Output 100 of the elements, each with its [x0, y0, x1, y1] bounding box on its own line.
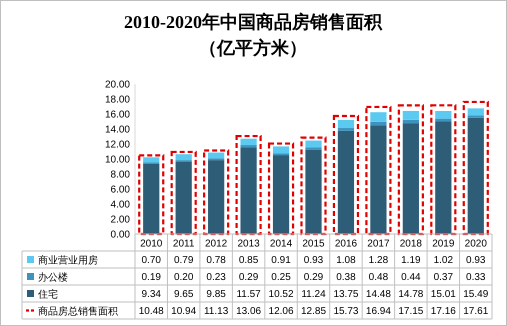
- data-label: 0.29: [304, 272, 324, 283]
- data-label: 0.48: [368, 272, 389, 283]
- data-label: 0.93: [304, 255, 324, 266]
- bar: [402, 120, 419, 124]
- x-tick-label: 2013: [237, 238, 260, 250]
- data-label: 17.61: [463, 306, 489, 317]
- data-label: 0.23: [206, 272, 226, 283]
- data-label: 9.85: [206, 289, 226, 300]
- data-label: 11.13: [204, 306, 229, 317]
- bar: [468, 108, 484, 116]
- x-tick-label: 2017: [367, 238, 390, 250]
- y-tick-label: 20.00: [104, 80, 130, 90]
- data-label: 13.75: [333, 289, 359, 300]
- bar: [235, 134, 262, 236]
- bar: [143, 157, 160, 163]
- bar: [435, 118, 452, 122]
- data-label: 0.37: [434, 272, 454, 283]
- bar: [370, 122, 387, 126]
- bar: [305, 150, 322, 234]
- data-label: 0.70: [141, 255, 162, 266]
- y-tick-label: 10.00: [104, 154, 130, 166]
- data-label: 13.06: [236, 306, 262, 317]
- bar: [430, 104, 456, 236]
- data-label: 0.44: [401, 272, 422, 283]
- bar: [240, 138, 257, 146]
- x-tick-label: 2018: [400, 238, 422, 250]
- bar: [435, 111, 452, 119]
- data-label: 17.15: [398, 306, 424, 317]
- bar: [338, 128, 354, 131]
- x-tick-label: 2015: [302, 238, 326, 250]
- data-label: 12.06: [268, 306, 294, 317]
- bar: [268, 142, 294, 236]
- data-label: 0.85: [238, 255, 259, 266]
- bar: [462, 100, 489, 236]
- y-tick-label: 4.00: [110, 200, 130, 210]
- bar: [272, 155, 290, 234]
- data-label: 0.79: [174, 255, 194, 266]
- data-label: 9.34: [141, 289, 162, 300]
- bar: [300, 136, 327, 236]
- data-label: 14.78: [398, 289, 424, 300]
- data-label: 0.19: [141, 272, 162, 283]
- y-tick-label: 2.00: [110, 214, 130, 226]
- bar: [468, 115, 484, 118]
- y-tick-label: 16.00: [104, 110, 130, 120]
- bar: [370, 112, 387, 122]
- x-tick-label: 2011: [172, 238, 195, 250]
- data-label: 1.28: [368, 255, 389, 266]
- data-label: 15.73: [333, 306, 359, 317]
- bar: [338, 120, 354, 128]
- x-tick-label: 2014: [270, 238, 293, 250]
- x-tick-label: 2016: [334, 238, 358, 250]
- bar: [402, 123, 419, 234]
- data-label: 14.48: [366, 289, 392, 300]
- bar: [170, 150, 197, 236]
- data-label: 16.94: [366, 306, 392, 317]
- bar: [370, 125, 387, 234]
- y-tick-label: 8.00: [110, 170, 130, 180]
- data-label: 0.33: [466, 272, 486, 283]
- data-label: 0.25: [271, 272, 292, 283]
- bar: [176, 154, 192, 160]
- data-label: 11.24: [301, 289, 326, 300]
- data-label: 1.08: [336, 255, 356, 266]
- legend-label: 商品房总销售面积: [38, 306, 118, 318]
- legend-label: 商业营业用房: [38, 254, 98, 266]
- bar: [272, 146, 290, 154]
- data-label: 10.94: [171, 306, 197, 317]
- data-label: 0.38: [336, 272, 356, 283]
- bar: [468, 118, 484, 234]
- bar: [176, 162, 192, 234]
- data-label: 15.01: [430, 289, 456, 300]
- y-tick-label: 14.00: [104, 124, 130, 136]
- bar: [398, 104, 424, 236]
- bar: [208, 152, 224, 158]
- x-tick-label: 2019: [432, 238, 455, 250]
- bar: [402, 110, 419, 120]
- data-label: 1.19: [401, 255, 422, 266]
- bar: [305, 140, 322, 148]
- data-label: 11.57: [236, 289, 262, 300]
- bar: [203, 149, 230, 236]
- data-label: 0.93: [466, 255, 486, 266]
- data-label: 9.65: [174, 289, 194, 300]
- data-label: 12.85: [300, 306, 326, 317]
- bar: [365, 106, 392, 236]
- bar: [208, 160, 224, 234]
- bar: [143, 164, 160, 234]
- x-tick-label: 2020: [464, 238, 488, 250]
- data-label: 15.49: [463, 289, 489, 300]
- bar: [138, 154, 164, 236]
- chart-subtitle: （亿平方米）: [199, 38, 307, 58]
- y-tick-label: 0.00: [110, 230, 130, 240]
- y-tick-label: 6.00: [110, 184, 130, 196]
- data-label: 17.16: [430, 306, 456, 317]
- data-label: 1.02: [434, 255, 454, 266]
- data-label: 0.29: [238, 272, 259, 283]
- data-label: 0.78: [206, 255, 226, 266]
- x-tick-label: 2012: [205, 238, 228, 250]
- bar: [338, 130, 354, 234]
- bar: [332, 114, 360, 236]
- data-label: 10.52: [268, 289, 294, 300]
- y-tick-label: 18.00: [104, 94, 130, 106]
